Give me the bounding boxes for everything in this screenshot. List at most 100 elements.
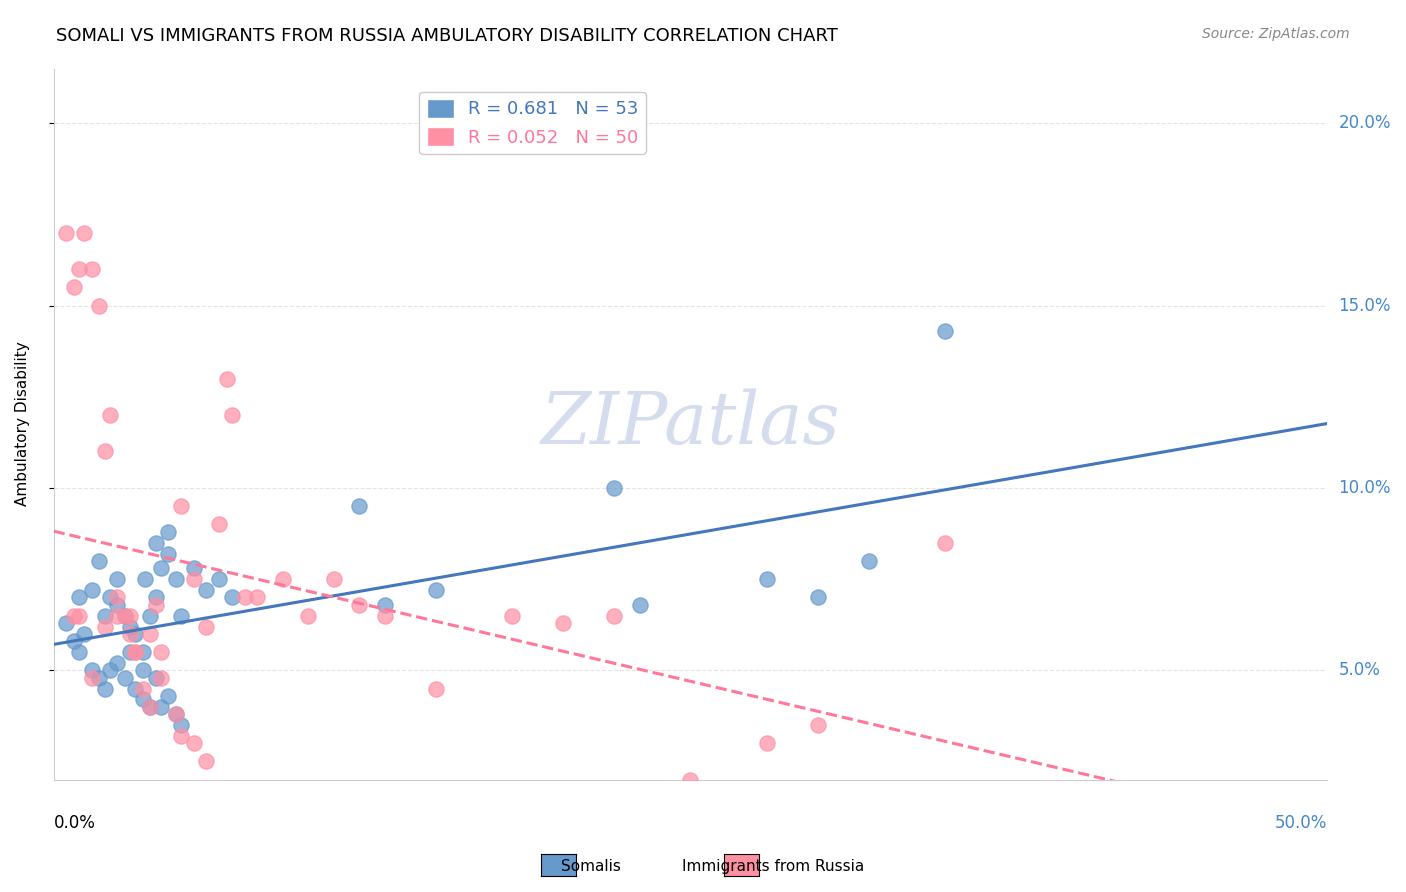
Point bbox=[501, 608, 523, 623]
Text: 20.0%: 20.0% bbox=[1339, 114, 1391, 132]
Legend: R = 0.681   N = 53, R = 0.052   N = 50: R = 0.681 N = 53, R = 0.052 N = 50 bbox=[419, 92, 645, 154]
Point bbox=[105, 572, 128, 586]
Point bbox=[118, 608, 141, 623]
Point bbox=[183, 561, 205, 575]
Point bbox=[157, 547, 180, 561]
Point bbox=[145, 671, 167, 685]
Text: 10.0%: 10.0% bbox=[1339, 479, 1391, 497]
Point bbox=[105, 598, 128, 612]
Text: Source: ZipAtlas.com: Source: ZipAtlas.com bbox=[1202, 27, 1350, 41]
Point bbox=[271, 572, 294, 586]
Point bbox=[807, 591, 830, 605]
Point bbox=[132, 681, 155, 696]
Point bbox=[89, 554, 111, 568]
Point bbox=[124, 645, 146, 659]
Text: 0.0%: 0.0% bbox=[53, 814, 96, 832]
Y-axis label: Ambulatory Disability: Ambulatory Disability bbox=[15, 342, 30, 507]
Point bbox=[934, 535, 956, 549]
Point bbox=[149, 561, 172, 575]
Point bbox=[118, 619, 141, 633]
Point bbox=[425, 681, 447, 696]
Point bbox=[89, 671, 111, 685]
Point bbox=[553, 615, 575, 630]
Point bbox=[114, 671, 136, 685]
Point bbox=[105, 608, 128, 623]
Point bbox=[165, 706, 187, 721]
Point bbox=[349, 499, 371, 513]
Text: Immigrants from Russia: Immigrants from Russia bbox=[682, 859, 865, 874]
Point bbox=[679, 772, 702, 787]
Point bbox=[80, 663, 103, 677]
Point bbox=[145, 591, 167, 605]
Point bbox=[208, 572, 231, 586]
Point bbox=[233, 591, 256, 605]
Text: SOMALI VS IMMIGRANTS FROM RUSSIA AMBULATORY DISABILITY CORRELATION CHART: SOMALI VS IMMIGRANTS FROM RUSSIA AMBULAT… bbox=[56, 27, 838, 45]
Point bbox=[80, 582, 103, 597]
Point bbox=[89, 299, 111, 313]
Point bbox=[195, 755, 218, 769]
Point bbox=[67, 608, 90, 623]
Point bbox=[132, 663, 155, 677]
Point bbox=[246, 591, 269, 605]
Point bbox=[145, 598, 167, 612]
Point bbox=[145, 535, 167, 549]
Point bbox=[170, 718, 193, 732]
Text: 15.0%: 15.0% bbox=[1339, 296, 1391, 315]
Point bbox=[98, 591, 121, 605]
Point bbox=[149, 645, 172, 659]
Point bbox=[124, 627, 146, 641]
Point bbox=[215, 371, 238, 385]
Point bbox=[63, 634, 86, 648]
Point bbox=[134, 572, 156, 586]
Point bbox=[93, 444, 115, 458]
Point bbox=[858, 554, 880, 568]
Point bbox=[118, 645, 141, 659]
Point bbox=[755, 572, 778, 586]
Point bbox=[221, 408, 243, 422]
Point bbox=[114, 608, 136, 623]
Point bbox=[132, 645, 155, 659]
Point bbox=[139, 608, 162, 623]
Point bbox=[195, 619, 218, 633]
Point bbox=[80, 262, 103, 277]
Point bbox=[63, 608, 86, 623]
Point bbox=[139, 699, 162, 714]
Point bbox=[67, 645, 90, 659]
Point bbox=[93, 681, 115, 696]
Point bbox=[603, 608, 626, 623]
Point bbox=[157, 524, 180, 539]
Point bbox=[297, 608, 319, 623]
Point bbox=[628, 598, 651, 612]
Point bbox=[149, 671, 172, 685]
Point bbox=[93, 608, 115, 623]
Point bbox=[807, 718, 830, 732]
Point bbox=[603, 481, 626, 495]
Point bbox=[425, 582, 447, 597]
Point bbox=[195, 582, 218, 597]
Point bbox=[55, 226, 77, 240]
Point bbox=[170, 608, 193, 623]
Point bbox=[157, 689, 180, 703]
Point bbox=[183, 736, 205, 750]
Point bbox=[208, 517, 231, 532]
Text: 50.0%: 50.0% bbox=[1275, 814, 1327, 832]
Point bbox=[149, 699, 172, 714]
Point bbox=[80, 671, 103, 685]
Point bbox=[349, 598, 371, 612]
Point bbox=[139, 699, 162, 714]
Point bbox=[139, 627, 162, 641]
Point bbox=[105, 656, 128, 670]
Point bbox=[114, 608, 136, 623]
Text: 5.0%: 5.0% bbox=[1339, 661, 1381, 680]
Point bbox=[73, 226, 96, 240]
Point bbox=[755, 736, 778, 750]
Point bbox=[63, 280, 86, 294]
Text: ZIPatlas: ZIPatlas bbox=[541, 389, 841, 459]
Point bbox=[124, 681, 146, 696]
Point bbox=[374, 608, 396, 623]
Point bbox=[93, 619, 115, 633]
Point bbox=[105, 591, 128, 605]
Point bbox=[118, 627, 141, 641]
Point bbox=[98, 663, 121, 677]
Point bbox=[221, 591, 243, 605]
